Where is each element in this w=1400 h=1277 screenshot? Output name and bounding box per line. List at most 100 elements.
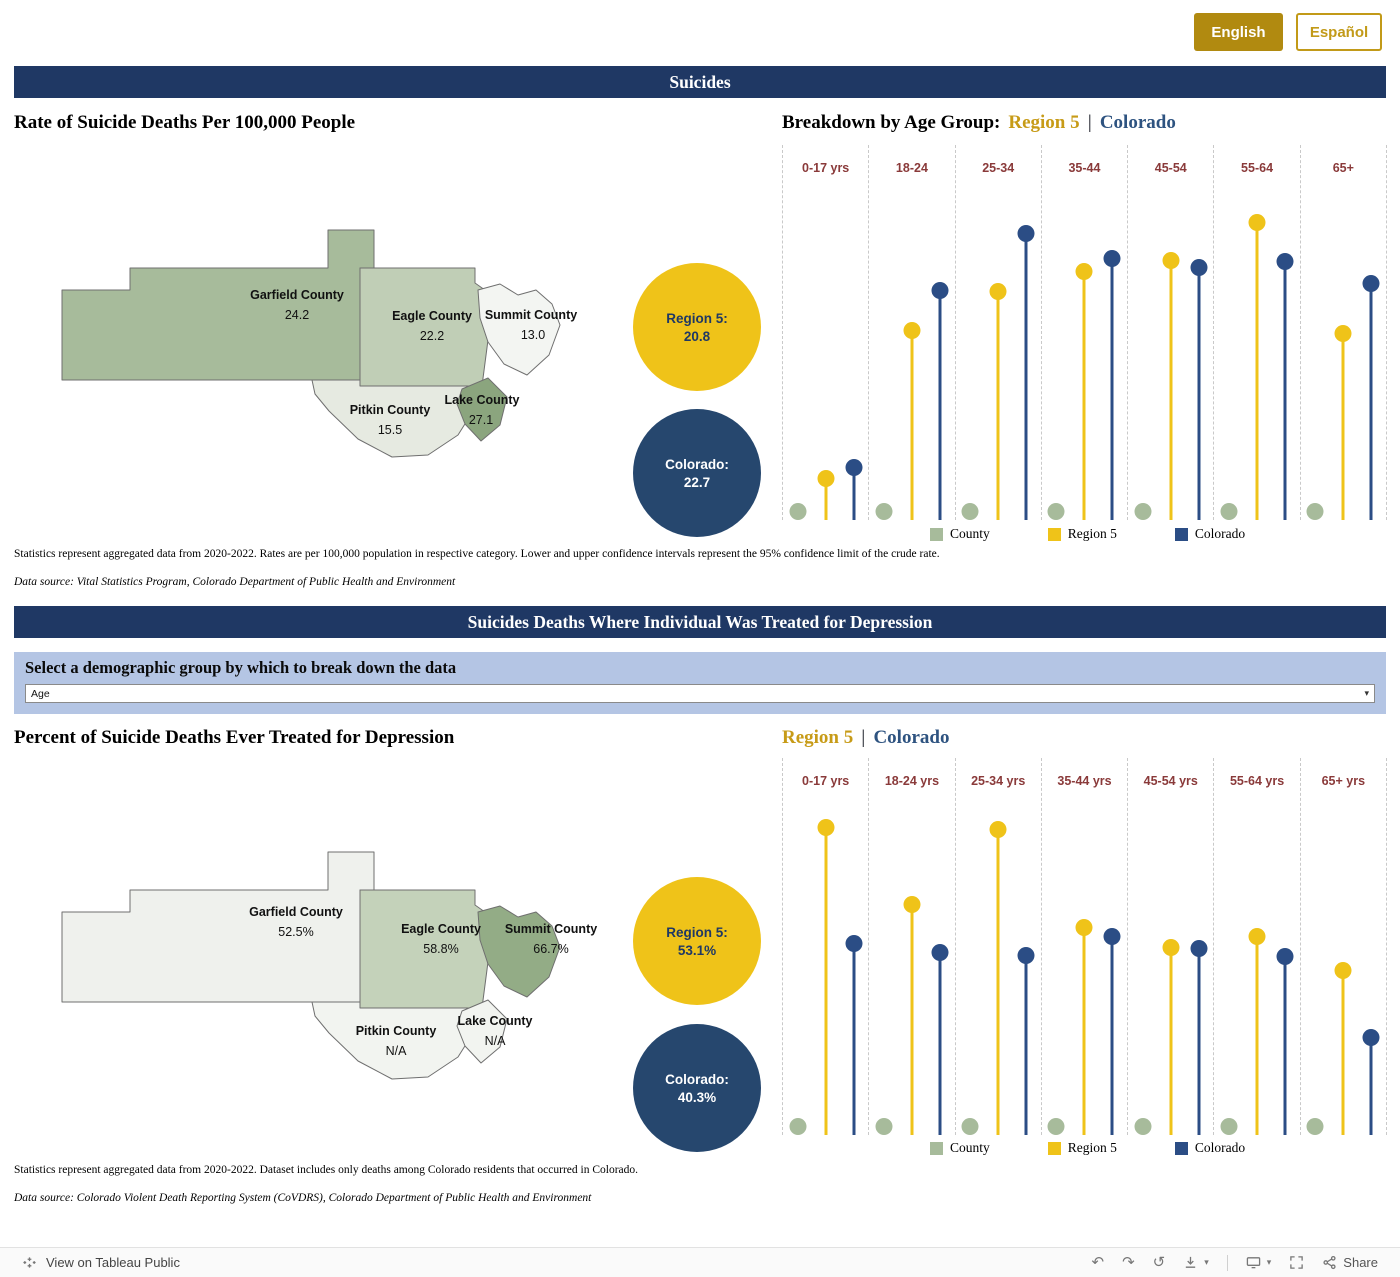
lollipop-colorado[interactable] [1362,775,1380,1135]
view-on-tableau-link[interactable]: View on Tableau Public [46,1255,180,1270]
lollipop-colorado[interactable] [1103,175,1121,520]
chart1-title-region: Region 5 [1008,112,1080,133]
fullscreen-icon[interactable] [1289,1255,1304,1270]
lollipop-region-5[interactable] [903,775,921,1135]
age-column: 55-64 [1213,145,1299,520]
lollipop-colorado[interactable] [931,775,949,1135]
lollipop-county[interactable] [961,775,979,1135]
lollipop-region-5[interactable] [989,175,1007,520]
share-button[interactable]: Share [1322,1255,1378,1270]
region5-swatch-icon [1047,1141,1061,1155]
county-name-label: Lake County [457,1014,533,1028]
lollipop-county[interactable] [789,175,807,520]
chart1-legend: County Region 5 Colorado [930,526,1245,542]
age-group-label: 25-34 yrs [971,774,1026,788]
chart1-title-separator: | [1087,112,1092,133]
lollipop-region-5[interactable] [989,775,1007,1135]
lollipop-county[interactable] [1134,175,1152,520]
summit-county-shape[interactable] [477,283,561,376]
lollipop-colorado[interactable] [1190,775,1208,1135]
reset-icon[interactable]: ↺ [1152,1254,1166,1271]
lollipop-county[interactable] [875,775,893,1135]
lollipop-colorado[interactable] [1362,175,1380,520]
pitkin-county-shape[interactable] [311,379,483,458]
colorado-depression-circle[interactable]: Colorado: 40.3% [633,1024,761,1152]
lollipop-region-5[interactable] [1334,775,1352,1135]
colorado-circle-value: 40.3% [677,1089,717,1105]
section1-footnote: Statistics represent aggregated data fro… [14,548,940,560]
legend-item-county[interactable]: County [930,1140,990,1156]
download-icon[interactable] [1183,1255,1198,1270]
demographic-dropdown[interactable]: Age ▾ [25,684,1375,703]
section2-datasource: Data source: Colorado Violent Death Repo… [14,1192,592,1204]
lollipop-county[interactable] [1047,175,1065,520]
lollipop-county[interactable] [1220,775,1238,1135]
age-group-label: 35-44 [1068,161,1101,175]
lollipop-county[interactable] [1306,175,1324,520]
lollipop-colorado[interactable] [1276,175,1294,520]
age-group-label: 65+ yrs [1321,774,1366,788]
county-name-label: Pitkin County [355,1024,437,1038]
lollipop-county[interactable] [875,175,893,520]
lollipop-county[interactable] [1220,175,1238,520]
redo-icon[interactable]: ↷ [1122,1254,1135,1271]
lollipop-region-5[interactable] [817,775,835,1135]
chevron-down-icon[interactable]: ▾ [1266,1257,1272,1267]
legend-item-colorado[interactable]: Colorado [1174,1140,1245,1156]
lollipop-colorado[interactable] [1276,775,1294,1135]
age-group-label: 45-54 yrs [1143,774,1198,788]
lollipop-region-5[interactable] [1334,175,1352,520]
lollipop-region-5[interactable] [1248,775,1266,1135]
chart1-title-prefix: Breakdown by Age Group: [782,112,1001,133]
age-column: 18-24 yrs [868,758,954,1135]
lollipop-county[interactable] [789,775,807,1135]
age-group-label: 55-64 yrs [1229,774,1285,788]
lollipop-county[interactable] [961,175,979,520]
lollipop-region-5[interactable] [903,175,921,520]
region5-depression-circle[interactable]: Region 5: 53.1% [633,877,761,1005]
lollipop-region-5[interactable] [1075,775,1093,1135]
legend-item-county[interactable]: County [930,526,990,542]
lollipop-county[interactable] [1047,775,1065,1135]
garfield-county-shape[interactable] [61,229,375,381]
tableau-toolbar: View on Tableau Public ↶ ↷ ↺ ▾ ▾ [0,1247,1400,1277]
lake-county-shape[interactable] [456,999,508,1064]
language-button-english[interactable]: English [1194,13,1283,51]
age-column: 45-54 yrs [1127,758,1213,1135]
county-name-label: Summit County [504,922,598,936]
legend-colorado-label: Colorado [1194,526,1246,541]
lollipop-region-5[interactable] [1248,175,1266,520]
legend-item-region5[interactable]: Region 5 [1047,526,1117,542]
lollipop-region-5[interactable] [1162,175,1180,520]
lollipop-region-5[interactable] [1075,175,1093,520]
lollipop-colorado[interactable] [845,775,863,1135]
lollipop-colorado[interactable] [845,175,863,520]
dropdown-selected-value: Age [31,687,50,700]
colorado-rate-circle[interactable]: Colorado: 22.7 [633,409,761,537]
legend-item-region5[interactable]: Region 5 [1047,1140,1117,1156]
lollipop-region-5[interactable] [1162,775,1180,1135]
lollipop-colorado[interactable] [1017,775,1035,1135]
summit-county-shape[interactable] [477,905,561,998]
eagle-county-shape[interactable] [359,267,499,387]
pitkin-county-shape[interactable] [311,1001,483,1080]
region5-circle-label: Region 5: [666,924,728,940]
lollipop-county[interactable] [1134,775,1152,1135]
lollipop-county[interactable] [1306,775,1324,1135]
garfield-county-shape[interactable] [61,851,375,1003]
device-layout-icon[interactable] [1246,1255,1261,1270]
lollipop-region-5[interactable] [817,175,835,520]
lollipop-colorado[interactable] [1017,175,1035,520]
region5-rate-circle[interactable]: Region 5: 20.8 [633,263,761,391]
section2-footnote: Statistics represent aggregated data fro… [14,1164,639,1176]
lollipop-colorado[interactable] [1190,175,1208,520]
tableau-logo-icon[interactable] [22,1255,37,1270]
language-button-espanol[interactable]: Español [1296,13,1382,51]
lollipop-colorado[interactable] [931,175,949,520]
legend-item-colorado[interactable]: Colorado [1174,526,1246,542]
region5-swatch-icon [1047,527,1061,541]
lake-county-shape[interactable] [456,377,508,442]
lollipop-colorado[interactable] [1103,775,1121,1135]
chevron-down-icon[interactable]: ▾ [1204,1257,1209,1267]
undo-icon[interactable]: ↶ [1091,1254,1105,1271]
